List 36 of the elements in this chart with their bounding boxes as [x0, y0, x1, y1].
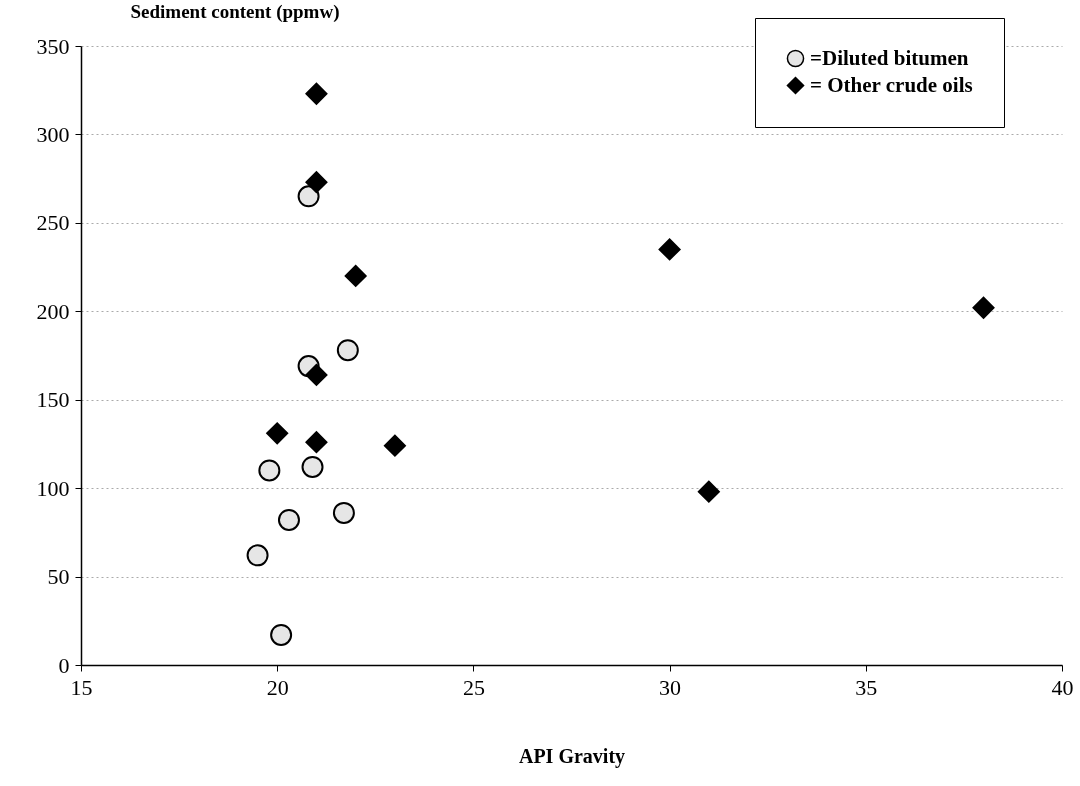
point	[301, 455, 324, 478]
point	[305, 431, 328, 454]
x-tick-label: 40	[1051, 674, 1074, 700]
x-tick-label: 20	[266, 674, 289, 700]
x-tick-label: 35	[855, 674, 878, 700]
point	[697, 480, 720, 503]
point	[305, 363, 328, 386]
point	[277, 509, 300, 531]
y-tick-label: 250	[36, 210, 70, 236]
point	[658, 238, 681, 261]
point	[246, 544, 269, 567]
y-axis-title: Sediment content (ppmw)	[130, 0, 340, 23]
x-tick-label: 30	[659, 674, 682, 700]
y-tick-label: 50	[47, 564, 70, 590]
point	[972, 296, 995, 319]
y-tick-label: 0	[58, 652, 70, 678]
point	[305, 171, 328, 194]
legend-label: =Diluted bitumen	[810, 45, 969, 70]
legend-label: = Other crude oils	[810, 72, 973, 97]
y-tick-label: 300	[36, 121, 70, 147]
point	[258, 459, 281, 482]
y-tick-label: 350	[36, 33, 70, 59]
x-tick-label: 25	[462, 674, 485, 700]
point	[305, 82, 328, 105]
point	[383, 434, 406, 457]
x-tick-label: 15	[70, 674, 93, 700]
y-tick-label: 150	[36, 387, 70, 413]
point	[266, 422, 289, 445]
point	[344, 264, 367, 287]
x-axis-title: API Gravity	[518, 744, 626, 768]
point	[297, 185, 320, 208]
y-tick-label: 200	[36, 298, 70, 324]
point	[332, 501, 355, 524]
point	[336, 339, 359, 362]
y-tick-label: 100	[36, 475, 70, 501]
point	[270, 623, 293, 646]
